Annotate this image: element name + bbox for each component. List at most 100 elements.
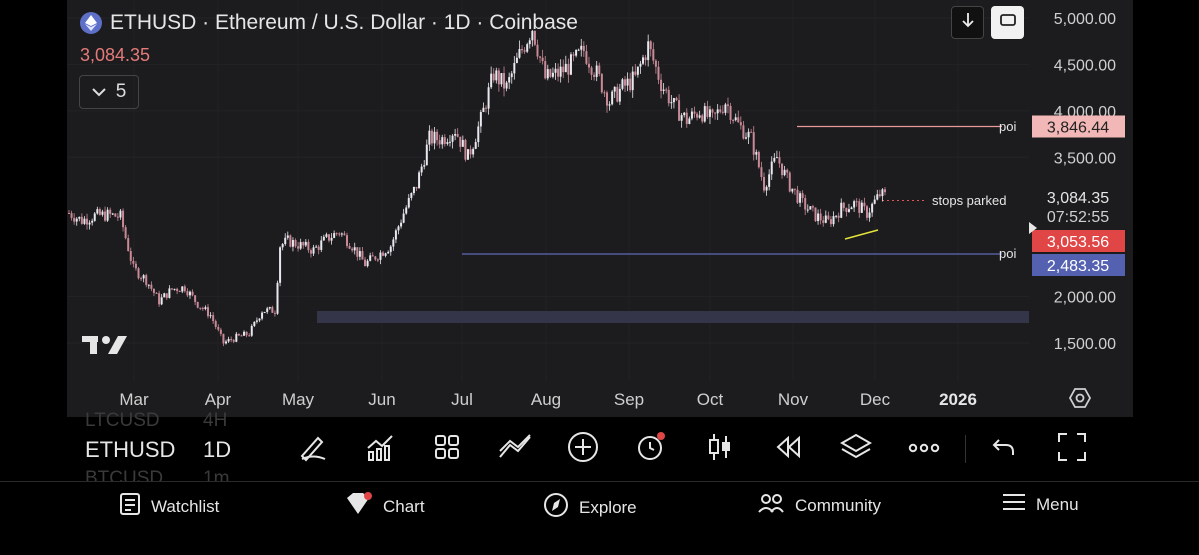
add-button[interactable] — [566, 431, 600, 466]
price-label-text: 3,053.56 — [1047, 234, 1109, 251]
candle-body — [145, 275, 148, 285]
nav-chart-label: Chart — [383, 496, 425, 516]
candle-body — [660, 79, 663, 92]
candle-body — [608, 104, 611, 106]
settings-icon[interactable] — [1068, 386, 1092, 415]
candle-body — [796, 189, 799, 203]
time-axis[interactable]: Mar Apr May Jun Jul Aug Sep Oct Nov Dec 2026 — [119, 390, 977, 409]
candle-body — [183, 286, 186, 292]
nav-watchlist[interactable]: Watchlist — [119, 492, 219, 521]
chart-area[interactable]: poi poi stops parked 5,000.00 4,500.00 4,0… — [67, 0, 1133, 417]
candle-body — [793, 188, 796, 190]
chart-type-button[interactable] — [703, 432, 737, 466]
candle-body — [631, 71, 634, 91]
candle-body — [654, 60, 657, 67]
symbol-selector[interactable]: ETHUSD — [85, 437, 176, 462]
candle-body — [482, 107, 485, 113]
candle-body — [127, 238, 130, 251]
indicators-toggle-button[interactable]: 5 — [79, 75, 139, 109]
nav-chart[interactable]: Chart — [345, 492, 425, 521]
candle-body — [858, 201, 861, 213]
candle-body — [374, 256, 377, 260]
chart-mode-button[interactable] — [991, 6, 1024, 39]
alerts-button[interactable] — [634, 431, 668, 466]
candle-body — [685, 112, 688, 124]
brush-tool-button[interactable] — [296, 432, 330, 466]
candle-body — [75, 218, 78, 222]
candle-body — [835, 215, 838, 217]
demand-zone-rectangle[interactable] — [317, 311, 1029, 323]
candle-body — [564, 63, 567, 73]
candle-body — [487, 87, 490, 109]
fullscreen-button[interactable] — [1055, 432, 1089, 466]
more-button[interactable] — [907, 432, 941, 466]
nav-community[interactable]: Community — [757, 492, 881, 519]
candle-body — [330, 237, 333, 241]
candle-body — [711, 109, 714, 113]
compare-button[interactable] — [498, 432, 532, 466]
candle-body — [104, 211, 107, 221]
nav-menu[interactable]: Menu — [1002, 492, 1079, 517]
object-tree-button[interactable] — [839, 432, 873, 466]
candle-body — [855, 201, 858, 203]
candle-body — [680, 115, 683, 121]
candle-body — [155, 292, 158, 294]
more-dots-icon — [908, 440, 940, 458]
last-price: 3,084.35 — [80, 45, 151, 65]
candle-body — [497, 70, 500, 85]
candle-body — [191, 291, 194, 296]
undo-button[interactable] — [987, 432, 1021, 466]
candle-body — [361, 251, 364, 260]
wedge-trendline[interactable] — [844, 229, 879, 240]
candle-body — [168, 288, 171, 298]
candle-body — [140, 278, 143, 280]
current-price-marker — [1029, 222, 1037, 234]
candle-body — [829, 219, 832, 225]
candle-body — [613, 86, 616, 92]
candle-body — [91, 220, 94, 223]
candle-body — [724, 104, 727, 113]
symbol-title-row[interactable]: ETHUSD · Ethereum / U.S. Dollar · 1D · C… — [80, 11, 578, 35]
layouts-button[interactable] — [430, 432, 464, 466]
candle-body — [788, 172, 791, 192]
candle-body — [801, 193, 804, 199]
candle-body — [716, 109, 719, 114]
replay-button[interactable] — [771, 432, 805, 466]
candle-body — [626, 78, 629, 86]
candle-body — [315, 246, 318, 248]
nav-watchlist-label: Watchlist — [151, 496, 220, 516]
candle-body — [708, 109, 711, 117]
candle-body — [119, 210, 122, 218]
candle-body — [636, 66, 639, 75]
candle-body — [526, 44, 529, 52]
candle-body — [78, 216, 81, 219]
candle-body — [744, 137, 747, 139]
candle-body — [263, 311, 266, 313]
candle-body — [227, 338, 230, 342]
nav-explore[interactable]: Explore — [543, 492, 637, 523]
candle-body — [441, 137, 444, 145]
candle-body — [819, 213, 822, 221]
candle-body — [199, 307, 202, 309]
candle-body — [757, 152, 760, 168]
candle-body — [822, 220, 825, 223]
price-label-box — [1032, 186, 1125, 208]
candle-body — [485, 107, 488, 109]
candle-body — [176, 288, 179, 292]
candle-body — [472, 148, 475, 155]
candle-body — [446, 142, 449, 144]
download-button[interactable] — [951, 6, 984, 39]
nav-menu-label: Menu — [1036, 494, 1079, 514]
indicators-button[interactable] — [363, 432, 397, 466]
rewind-icon — [773, 434, 803, 465]
price-chart[interactable]: poi poi stops parked 5,000.004,500.004,0… — [67, 0, 1133, 417]
price-label-box — [1032, 254, 1125, 276]
candle-body — [577, 49, 580, 51]
candle-body — [163, 293, 166, 298]
candle-body — [371, 255, 374, 257]
candle-body — [701, 115, 704, 122]
candle-body — [402, 213, 405, 223]
candle-body — [255, 320, 258, 322]
timeframe-selector[interactable]: 1D — [203, 437, 232, 462]
price-axis[interactable]: 5,000.004,500.004,000.003,500.002,000.00… — [1054, 11, 1116, 353]
